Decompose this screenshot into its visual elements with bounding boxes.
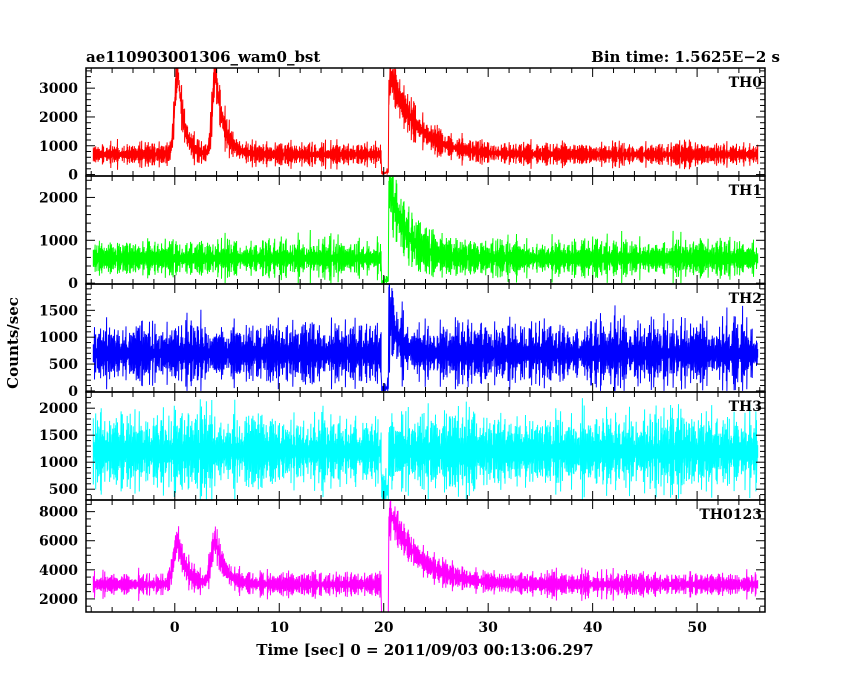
chart-title: ae110903001306_wam0_bst — [86, 48, 320, 66]
lightcurve-th0123 — [92, 500, 759, 612]
x-tick-label: 40 — [583, 620, 603, 636]
panel-frame — [85, 67, 766, 177]
x-tick-label: 20 — [374, 620, 394, 636]
lightcurve-th0 — [92, 68, 759, 175]
x-tick-label: 50 — [687, 620, 707, 636]
panel-label: TH2 — [729, 291, 762, 307]
y-tick-label: 1500 — [39, 303, 78, 319]
y-tick-label: 1000 — [39, 233, 78, 249]
panel-th1: 0 1000 2000 TH1 — [39, 175, 766, 292]
x-tick-label: 30 — [478, 620, 498, 636]
y-axis-label: Counts/sec — [4, 297, 22, 389]
panel-th0: 0 1000 2000 3000 TH0 — [39, 67, 766, 184]
y-tick-label: 0 — [68, 276, 78, 292]
x-tick-label: 0 — [170, 620, 180, 636]
y-tick-label: 1000 — [39, 330, 78, 346]
bin-time-label: Bin time: 1.5625E−2 s — [591, 48, 780, 66]
panel-label: TH0123 — [699, 507, 762, 523]
y-tick-label: 1000 — [39, 455, 78, 471]
x-tick-label: 10 — [270, 620, 290, 636]
lightcurve-th1 — [92, 176, 759, 284]
panel-th3: 500 1000 1500 2000 TH3 — [39, 391, 766, 501]
y-tick-label: 1000 — [39, 139, 78, 155]
x-axis-label: Time [sec] 0 = 2011/09/03 00:13:06.297 — [256, 641, 593, 659]
y-tick-label: 3000 — [39, 81, 78, 97]
y-tick-label: 0 — [68, 384, 78, 400]
y-tick-label: 2000 — [39, 110, 78, 126]
y-tick-label: 6000 — [39, 534, 78, 550]
y-tick-label: 0 — [68, 168, 78, 184]
panel-th0123: 2000 4000 6000 8000 TH0123 — [39, 499, 766, 613]
y-tick-label: 500 — [49, 357, 78, 373]
y-tick-label: 2000 — [39, 190, 78, 206]
y-tick-label: 2000 — [39, 401, 78, 417]
y-tick-label: 1500 — [39, 428, 78, 444]
lightcurve-th3 — [92, 398, 759, 500]
lightcurve-th2 — [92, 284, 759, 391]
panel-label: TH0 — [729, 75, 763, 91]
y-tick-label: 4000 — [39, 563, 78, 579]
panel-label: TH1 — [729, 183, 762, 199]
y-tick-label: 8000 — [39, 505, 78, 521]
y-tick-label: 500 — [49, 482, 78, 498]
panel-label: TH3 — [729, 399, 762, 415]
y-tick-label: 2000 — [39, 592, 78, 608]
